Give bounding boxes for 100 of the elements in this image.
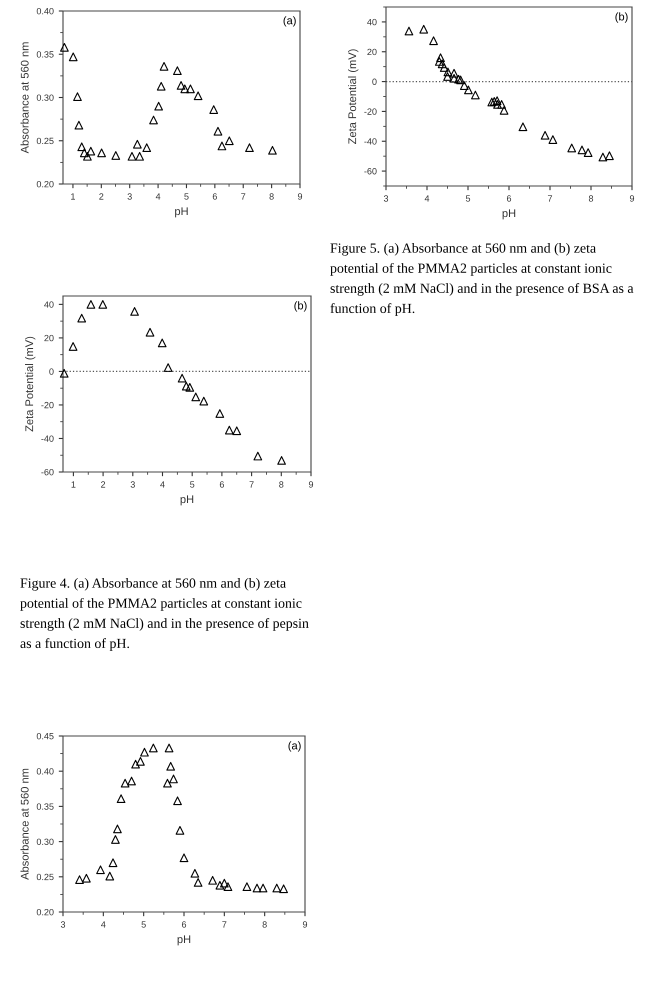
point — [173, 796, 182, 806]
y-axis-title: Absorbance at 560 nm — [20, 42, 29, 154]
point — [158, 338, 167, 348]
point — [74, 120, 84, 130]
point — [208, 876, 217, 885]
point — [245, 143, 254, 152]
point — [68, 342, 78, 351]
point — [224, 426, 234, 434]
point — [279, 884, 288, 894]
point — [518, 122, 528, 132]
point — [215, 409, 224, 418]
y-tick-label: 0.45 — [36, 732, 54, 740]
point — [86, 300, 96, 309]
x-tick-label: 6 — [506, 195, 512, 202]
point — [567, 144, 576, 152]
point — [77, 314, 86, 322]
x-tick-label: 9 — [298, 193, 302, 200]
point — [146, 328, 154, 337]
y-tick-label: 0.35 — [36, 51, 54, 58]
x-tick-label: 5 — [190, 481, 194, 488]
x-tick-label: 3 — [384, 195, 388, 202]
x-tick-label: 5 — [466, 195, 470, 202]
y-tick-label: -60 — [364, 168, 377, 174]
x-tick-label: 9 — [302, 921, 308, 928]
point — [214, 126, 222, 136]
y-tick-label: 0.40 — [36, 768, 54, 775]
point — [224, 136, 234, 146]
point — [258, 884, 268, 892]
x-tick-label: 8 — [279, 481, 284, 488]
y-tick-label: 40 — [367, 18, 377, 26]
point — [493, 100, 502, 109]
x-tick-label: 4 — [101, 921, 106, 928]
point — [253, 452, 262, 460]
point — [252, 884, 262, 892]
point — [163, 778, 172, 788]
x-tick-label: 8 — [262, 921, 267, 928]
x-tick-label: 3 — [130, 481, 135, 488]
point — [224, 882, 232, 892]
point — [178, 374, 186, 382]
point — [194, 878, 202, 887]
point — [140, 748, 149, 757]
y-tick-label: -20 — [41, 402, 54, 408]
y-tick-label: 20 — [367, 48, 377, 56]
point — [419, 24, 428, 34]
point — [444, 68, 452, 76]
y-tick-label: 0.25 — [36, 138, 54, 144]
x-tick-label: 8 — [588, 195, 594, 202]
x-tick-label: 7 — [548, 195, 552, 202]
point — [584, 148, 592, 157]
y-tick-label: 0.40 — [36, 8, 54, 14]
point — [166, 762, 176, 771]
point — [135, 152, 144, 161]
point — [242, 882, 252, 892]
point — [450, 74, 458, 83]
point — [113, 824, 122, 834]
point — [164, 744, 174, 752]
point — [142, 143, 152, 152]
point — [438, 59, 447, 68]
x-tick-label: 2 — [101, 481, 106, 488]
y-tick-label: 40 — [44, 301, 54, 308]
x-tick-label: 3 — [60, 921, 66, 928]
point — [185, 382, 194, 392]
point — [548, 135, 558, 144]
point — [220, 878, 229, 888]
point — [160, 62, 168, 71]
point — [487, 98, 496, 106]
y-tick-label: -40 — [41, 435, 54, 442]
caption: Figure 5. (a) Absorbance at 560 nm and (b) zeta potential of the PMMA2 particles at constant ionic strength (2 mM NaCl) and in the presence of BSA as a function of pH. — [330, 243, 634, 316]
point — [540, 130, 550, 140]
point — [436, 53, 445, 62]
y-tick-label: 20 — [44, 334, 54, 342]
annotation: (a) — [284, 16, 296, 27]
point — [131, 760, 140, 769]
point — [98, 300, 108, 309]
x-tick-label: 6 — [220, 481, 224, 488]
y-tick-label: 0.20 — [36, 180, 54, 188]
point — [456, 76, 465, 84]
point — [105, 872, 114, 880]
x-tick-label: 9 — [308, 481, 314, 488]
caption: Figure 4. (a) Absorbance at 560 nm and (b) zeta potential of the PMMA2 particles at constant ionic strength (2 mM NaCl) and in the presence of pepsin as a function of pH. — [20, 578, 309, 651]
x-axis-title: pH — [180, 495, 194, 506]
x-tick-label: 5 — [142, 921, 146, 928]
x-tick-label: 1 — [72, 481, 76, 488]
y-tick-label: 0.25 — [36, 874, 54, 880]
y-tick-label: -20 — [364, 108, 377, 115]
x-tick-label: 4 — [160, 481, 165, 488]
x-tick-label: 7 — [250, 481, 254, 488]
point — [82, 874, 91, 883]
point — [578, 146, 586, 154]
y-axis-title: Zeta Potential (mV) — [348, 49, 358, 144]
point — [149, 116, 158, 124]
point — [209, 105, 218, 114]
point — [443, 72, 452, 81]
point — [598, 152, 608, 162]
point — [169, 774, 178, 784]
point — [191, 392, 200, 402]
x-tick-label: 4 — [424, 195, 430, 202]
point — [127, 776, 136, 786]
point — [156, 82, 166, 91]
point — [450, 68, 458, 78]
